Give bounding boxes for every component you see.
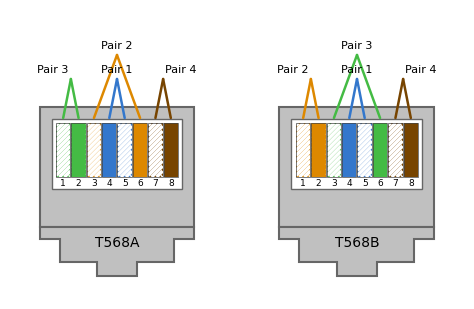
Bar (56, 123, 70, 177)
Text: 3: 3 (331, 179, 337, 188)
Bar (148, 123, 163, 177)
Text: 5: 5 (122, 179, 128, 188)
Bar (311, 123, 326, 177)
Bar (327, 123, 341, 177)
Bar (342, 123, 356, 177)
Text: T568B: T568B (335, 236, 379, 250)
Bar (87, 123, 101, 177)
Bar (164, 123, 178, 177)
Bar (311, 123, 326, 177)
Text: 3: 3 (91, 179, 97, 188)
Bar (342, 123, 356, 177)
Bar (404, 123, 418, 177)
Text: 8: 8 (408, 179, 414, 188)
Bar (133, 123, 147, 177)
Text: Pair 4: Pair 4 (165, 65, 197, 75)
Bar (388, 123, 402, 177)
Bar (388, 123, 402, 177)
Text: Pair 3: Pair 3 (37, 65, 69, 75)
Text: 8: 8 (168, 179, 173, 188)
Text: 5: 5 (362, 179, 367, 188)
Bar (296, 123, 310, 177)
Bar (102, 123, 117, 177)
Text: 1: 1 (60, 179, 66, 188)
Text: 7: 7 (153, 179, 158, 188)
Text: Pair 3: Pair 3 (341, 41, 373, 51)
Text: Pair 2: Pair 2 (277, 65, 309, 75)
Bar (280, 107, 435, 227)
Bar (164, 123, 178, 177)
Text: 6: 6 (377, 179, 383, 188)
Bar (357, 123, 372, 177)
Text: 6: 6 (137, 179, 143, 188)
Bar (373, 123, 387, 177)
Bar (133, 123, 147, 177)
Bar (118, 123, 132, 177)
Bar (72, 123, 86, 177)
Text: Pair 1: Pair 1 (341, 65, 373, 75)
Text: 2: 2 (76, 179, 82, 188)
Bar (327, 123, 341, 177)
Bar (148, 123, 163, 177)
Bar (373, 123, 387, 177)
Text: 4: 4 (346, 179, 352, 188)
Bar (102, 123, 117, 177)
Text: T568A: T568A (95, 236, 139, 250)
Bar (39, 107, 194, 227)
Bar (404, 123, 418, 177)
Text: 1: 1 (301, 179, 306, 188)
Bar (118, 123, 132, 177)
Polygon shape (39, 227, 194, 276)
Text: Pair 1: Pair 1 (101, 65, 133, 75)
Bar (87, 123, 101, 177)
Bar (292, 119, 422, 189)
Text: Pair 4: Pair 4 (405, 65, 437, 75)
Bar (296, 123, 310, 177)
Bar (56, 123, 70, 177)
Text: Pair 2: Pair 2 (101, 41, 133, 51)
Text: 4: 4 (107, 179, 112, 188)
Bar (52, 119, 182, 189)
Text: 7: 7 (392, 179, 398, 188)
Polygon shape (280, 227, 435, 276)
Bar (357, 123, 372, 177)
Text: 2: 2 (316, 179, 321, 188)
Bar (72, 123, 86, 177)
